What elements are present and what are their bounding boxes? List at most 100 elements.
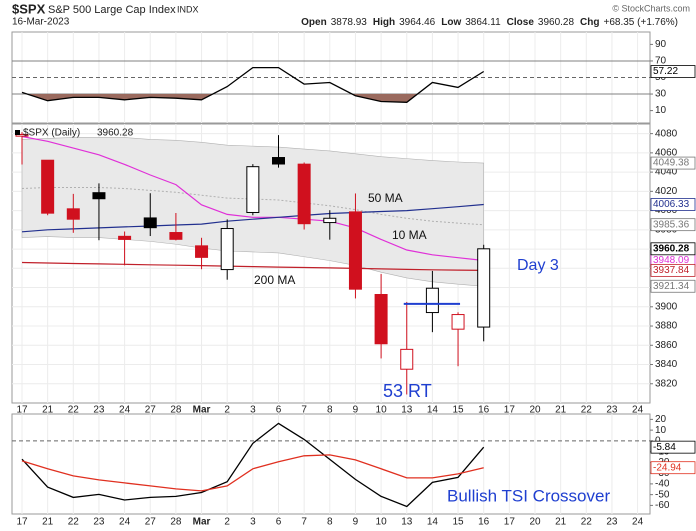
x-tick-label: 24 <box>632 405 644 416</box>
x-tick-label: 17 <box>504 517 516 528</box>
line <box>21 66 485 103</box>
x-tick-label: 21 <box>42 517 54 528</box>
x-tick-label: 24 <box>632 517 644 528</box>
symbol: $SPX <box>12 1 46 16</box>
value-label: 3921.34 <box>653 281 690 292</box>
candle-body <box>92 192 106 200</box>
x-tick-label: 10 <box>376 517 388 528</box>
labels: 17 21 22 23 24 27 28 Mar 2 3 6 7 8 9 10 13 14 15 16 17 20 21 2… <box>15 39 696 528</box>
quote-value: 3964.46 <box>399 17 436 28</box>
x-tick-label: 7 <box>301 405 307 416</box>
x-tick-label: 23 <box>93 517 105 528</box>
value-label-box <box>650 242 696 256</box>
quote-label: Close <box>507 17 535 28</box>
x-tick-label: 24 <box>119 517 131 528</box>
date: 16-Mar-2023 <box>12 17 70 28</box>
copyright: © StockCharts.com <box>612 3 690 13</box>
x-tick-label: 15 <box>452 405 464 416</box>
quote-value: 3960.28 <box>538 17 575 28</box>
ma-annotation: 200 MA <box>254 273 295 287</box>
quote-value: 3864.11 <box>465 17 501 28</box>
x-tick-label: 22 <box>581 517 593 528</box>
moving-average <box>21 261 484 271</box>
moving-average <box>21 135 484 262</box>
x-tick-label: 2 <box>224 517 230 528</box>
legend-swatch <box>15 130 20 135</box>
value-label: 57.22 <box>653 66 678 77</box>
value-label: 3960.28 <box>653 243 690 254</box>
legend: $SPX (Daily) <box>23 128 80 139</box>
y-tick-label: 70 <box>655 56 667 67</box>
x-tick-label: 2 <box>224 405 230 416</box>
x-tick-label: 27 <box>145 405 157 416</box>
y-tick-label: 10 <box>655 425 667 436</box>
x-tick-label: 21 <box>42 405 54 416</box>
value-label-box <box>650 156 696 170</box>
x-tick-label: 3 <box>250 405 256 416</box>
x-tick-label: Mar <box>193 517 211 528</box>
candle-body <box>169 232 183 240</box>
panel-frame <box>11 413 651 515</box>
x-tick-label: 13 <box>401 405 413 416</box>
legend-value: 3960.28 <box>97 128 134 139</box>
ma-annotation: 10 MA <box>392 228 427 242</box>
value-label-box <box>650 65 696 78</box>
value-label: -24.94 <box>653 462 682 473</box>
x-tick-label: 22 <box>68 517 80 528</box>
value-label-box <box>650 198 696 211</box>
candle-body <box>272 157 285 165</box>
candle-body <box>451 314 465 330</box>
x-tick-label: 7 <box>301 517 307 528</box>
y-tick-label: 3840 <box>655 359 678 370</box>
value-label: 3948.09 <box>653 255 690 266</box>
candle-body <box>41 159 55 214</box>
x-tick-label: 21 <box>555 517 567 528</box>
value-label-box <box>650 279 696 293</box>
value-label: 4049.38 <box>653 158 690 169</box>
x-tick-label: 21 <box>555 405 567 416</box>
y-tick-label: 20 <box>655 414 667 425</box>
quote-label: Chg <box>580 17 599 28</box>
x-tick-label: 8 <box>327 517 333 528</box>
y-tick-label: 4060 <box>655 148 678 159</box>
grid <box>12 32 653 514</box>
x-tick-label: 6 <box>276 405 282 416</box>
exchange: INDX <box>177 4 199 14</box>
x-tick-label: 3 <box>250 517 256 528</box>
candle-body <box>195 245 209 258</box>
y-tick-label: 4020 <box>655 186 678 197</box>
annotation: Bullish TSI Crossover <box>447 486 610 505</box>
index-name: S&P 500 Large Cap Index <box>48 4 176 16</box>
x-tick-label: 28 <box>170 517 182 528</box>
value-label: 3937.84 <box>653 265 690 276</box>
x-tick-label: 9 <box>353 405 359 416</box>
candle-body <box>297 163 311 225</box>
x-tick-label: 15 <box>452 517 464 528</box>
x-tick-label: 16 <box>478 517 490 528</box>
line <box>21 454 484 492</box>
y-tick-label: -50 <box>655 489 670 500</box>
candle-body <box>220 228 234 271</box>
x-tick-label: 23 <box>606 517 618 528</box>
x-tick-label: 20 <box>529 517 541 528</box>
candle-body <box>374 294 388 345</box>
x-tick-label: 17 <box>504 405 516 416</box>
value-label-box <box>650 218 696 232</box>
x-tick-label: 14 <box>427 517 439 528</box>
x-tick-label: 27 <box>145 517 157 528</box>
quote-label: Open <box>301 17 327 28</box>
y-tick-label: 3860 <box>655 340 678 351</box>
y-tick-label: 90 <box>655 39 667 50</box>
x-tick-label: 28 <box>170 405 182 416</box>
line <box>21 422 485 508</box>
data <box>15 66 491 508</box>
quote-value: 3878.93 <box>331 17 368 28</box>
x-tick-label: 22 <box>581 405 593 416</box>
x-tick-label: Mar <box>193 405 211 416</box>
quote-value: +68.35 (+1.76%) <box>604 17 679 28</box>
candle-body <box>118 235 132 240</box>
candle-body <box>323 217 337 224</box>
candle-body <box>15 133 29 137</box>
value-label-box <box>650 440 696 454</box>
